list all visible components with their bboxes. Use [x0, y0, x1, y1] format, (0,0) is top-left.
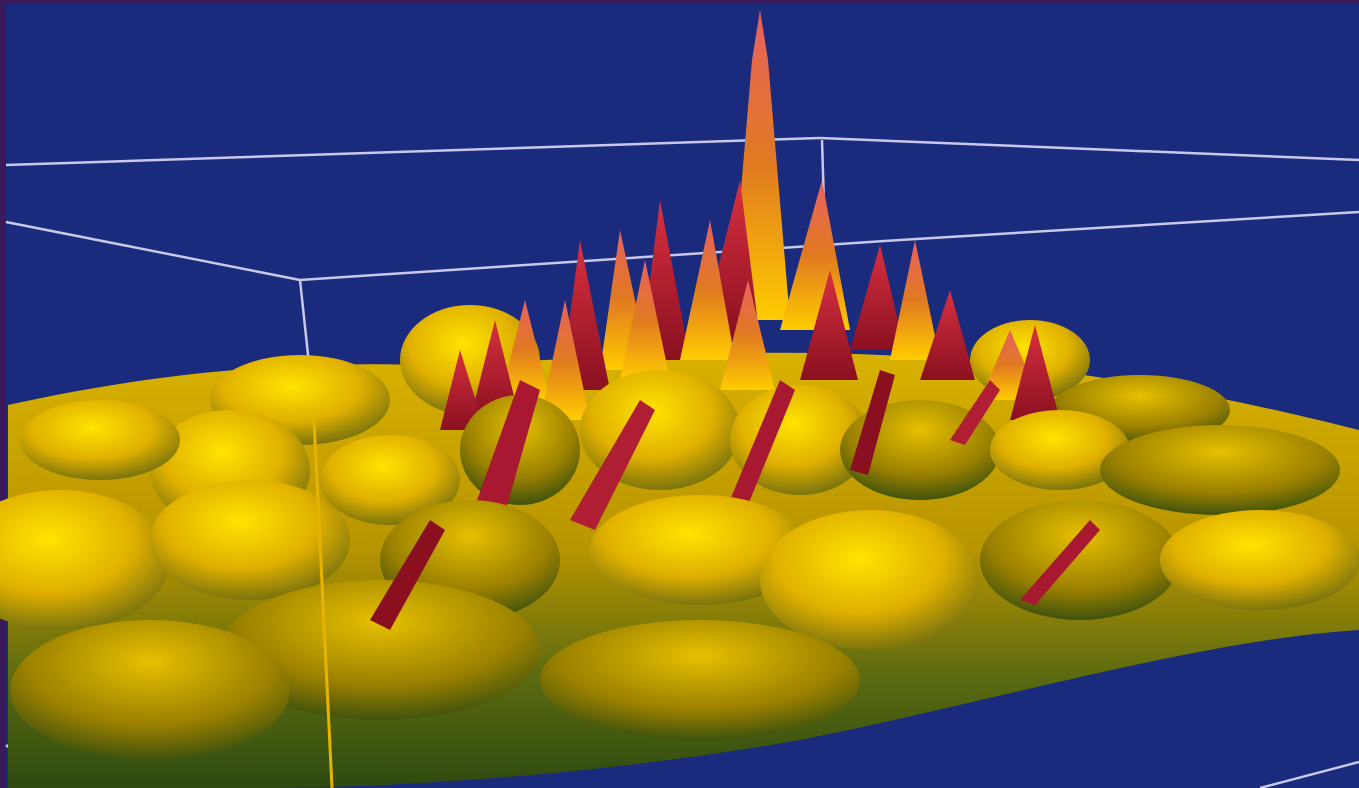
hills-front	[0, 480, 1359, 760]
frame-border-top	[0, 0, 1359, 4]
frame-border-left	[0, 0, 6, 788]
marker-line	[312, 419, 334, 788]
spike-cluster	[440, 10, 1060, 430]
